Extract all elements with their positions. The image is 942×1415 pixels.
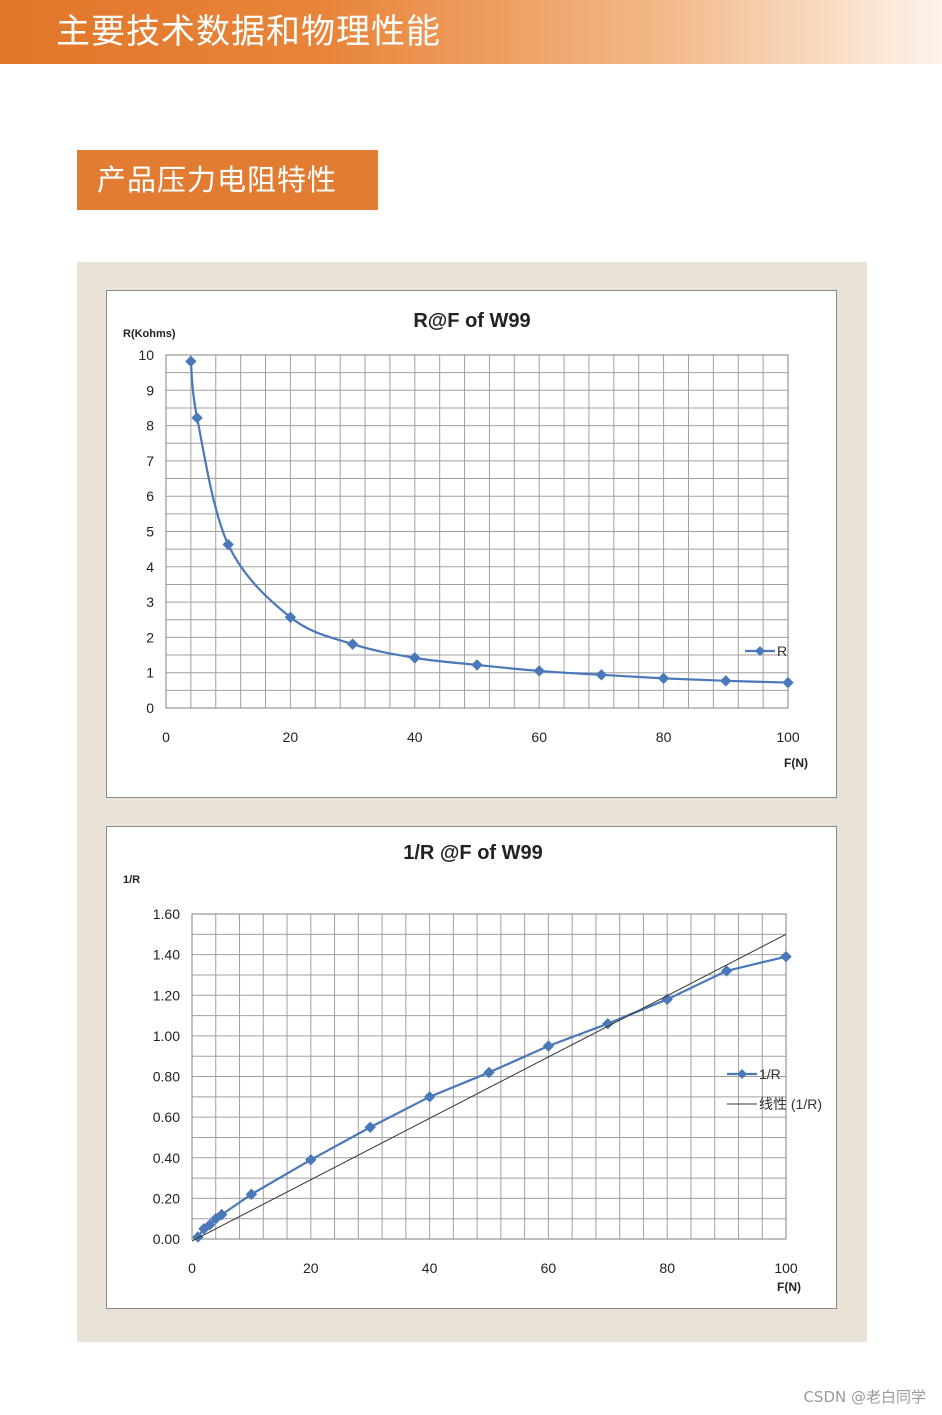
chart2-data-point bbox=[483, 1066, 495, 1079]
chart2-data-point bbox=[364, 1121, 376, 1133]
chart1-x-tick-label: 0 bbox=[162, 729, 170, 745]
chart2-legend-label: 线性 (1/R) bbox=[759, 1096, 822, 1112]
chart1-plot-frame bbox=[165, 354, 789, 709]
chart2-data-point bbox=[305, 1154, 317, 1166]
chart2-y-tick-label: 0.20 bbox=[153, 1190, 180, 1206]
chart2-plot-frame bbox=[191, 913, 787, 1240]
chart2-data-point bbox=[245, 1188, 258, 1201]
chart2-x-tick-label: 60 bbox=[541, 1260, 557, 1276]
chart1-x-tick-label: 40 bbox=[407, 729, 423, 745]
conductance-chart-svg: 1/R @F of W99 1/R F(N) 0.00 0.20 0.40 0.60 0.80… bbox=[123, 842, 822, 1294]
chart1-y-tick-label: 9 bbox=[146, 382, 154, 398]
chart2-y-tick-label: 0.80 bbox=[153, 1069, 180, 1085]
chart1-y-tick-label: 5 bbox=[146, 524, 154, 540]
chart1-y-tick-label: 8 bbox=[146, 418, 154, 434]
chart1-data-point bbox=[720, 675, 732, 687]
chart1-y-tick-label: 7 bbox=[146, 453, 154, 469]
chart2-y-tick-label: 1.00 bbox=[153, 1028, 180, 1044]
section-title: 产品压力电阻特性 bbox=[77, 150, 378, 210]
chart2-x-tick-label: 40 bbox=[422, 1260, 438, 1276]
chart2-series-trendline bbox=[191, 933, 787, 1242]
chart1-data-point bbox=[346, 638, 359, 650]
conductance-chart: 1/R @F of W99 1/R F(N) 0.00 0.20 0.40 0.60 0.80… bbox=[106, 826, 837, 1309]
chart1-data-point bbox=[222, 538, 234, 551]
chart2-x-tick-label: 0 bbox=[188, 1260, 196, 1276]
chart1-x-axis-label: F(N) bbox=[784, 756, 808, 770]
chart2-data-point bbox=[423, 1091, 436, 1103]
watermark: CSDN @老白同学 bbox=[803, 1388, 926, 1406]
chart2-y-tick-label: 0.00 bbox=[153, 1231, 180, 1247]
chart1-y-tick-label: 10 bbox=[138, 347, 154, 363]
chart2-y-tick-label: 0.60 bbox=[153, 1109, 180, 1125]
chart2-data-point bbox=[215, 1208, 228, 1221]
chart1-y-tick-label: 4 bbox=[146, 559, 154, 575]
chart1-x-tick-label: 80 bbox=[656, 729, 672, 745]
chart2-data-point bbox=[780, 950, 792, 963]
chart2-x-tick-label: 80 bbox=[659, 1260, 675, 1276]
chart1-legend-label: R bbox=[777, 643, 787, 659]
header-band: 主要技术数据和物理性能 bbox=[0, 0, 942, 64]
page-title: 主要技术数据和物理性能 bbox=[56, 12, 441, 52]
chart2-x-axis-label: F(N) bbox=[777, 1280, 801, 1294]
chart1-data-point bbox=[191, 412, 203, 424]
chart2-x-tick-label: 20 bbox=[303, 1260, 319, 1276]
chart2-legend-label: 1/R bbox=[759, 1066, 781, 1082]
chart1-x-tick-label: 20 bbox=[283, 729, 299, 745]
chart1-data-point bbox=[185, 355, 197, 368]
chart2-legend-marker bbox=[737, 1069, 747, 1079]
chart2-y-tick-label: 0.40 bbox=[153, 1150, 180, 1166]
chart1-y-tick-label: 0 bbox=[146, 700, 154, 716]
chart1-data-point bbox=[471, 659, 483, 671]
chart1-y-tick-label: 6 bbox=[146, 488, 154, 504]
chart2-data-point bbox=[204, 1219, 216, 1231]
chart1-data-point bbox=[284, 611, 297, 623]
chart2-y-axis-label: 1/R bbox=[123, 874, 140, 886]
chart2-x-tick-label: 100 bbox=[774, 1260, 798, 1276]
chart2-data-point bbox=[542, 1040, 555, 1052]
chart2-y-tick-label: 1.60 bbox=[153, 906, 180, 922]
chart1-x-tick-label: 60 bbox=[531, 729, 547, 745]
chart1-data-point bbox=[595, 669, 608, 681]
chart2-data-point bbox=[602, 1017, 614, 1030]
chart2-data-point bbox=[720, 965, 733, 977]
chart1-data-point bbox=[533, 665, 545, 677]
chart1-data-point bbox=[657, 672, 670, 685]
resistance-chart: R@F of W99 R(Kohms) F(N) 0 1 2 3 4 5 6 7 8 9 10 0 20 40 6… bbox=[106, 290, 837, 798]
chart1-y-tick-label: 2 bbox=[146, 629, 154, 645]
chart1-y-axis-label: R(Kohms) bbox=[123, 328, 176, 340]
chart1-legend-marker bbox=[755, 646, 765, 656]
chart2-title: 1/R @F of W99 bbox=[403, 842, 543, 864]
chart2-y-tick-label: 1.40 bbox=[153, 947, 180, 963]
chart1-title: R@F of W99 bbox=[413, 310, 530, 332]
chart1-y-tick-label: 3 bbox=[146, 594, 154, 610]
chart1-data-point bbox=[409, 652, 421, 664]
chart1-y-tick-label: 1 bbox=[146, 665, 154, 681]
chart2-y-tick-label: 1.20 bbox=[153, 987, 180, 1003]
chart1-data-point bbox=[782, 676, 794, 689]
chart1-x-tick-label: 100 bbox=[776, 729, 800, 745]
